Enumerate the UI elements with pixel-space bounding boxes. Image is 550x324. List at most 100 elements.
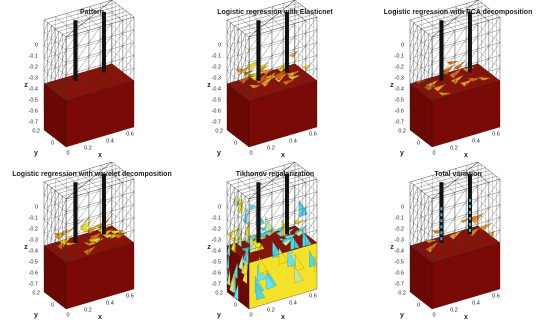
- mesh-line: [413, 213, 418, 224]
- mesh-line: [470, 161, 479, 169]
- z-tick-label: -0.2: [395, 226, 404, 232]
- mesh-line: [260, 81, 272, 98]
- mesh-line: [477, 233, 489, 250]
- x-tick-label: 0: [432, 150, 435, 156]
- mesh-line: [111, 207, 123, 225]
- y-tick-label: 0.2: [32, 128, 40, 134]
- patch: [446, 61, 459, 65]
- mesh-line: [420, 206, 425, 217]
- patch: [454, 59, 467, 70]
- mesh-line: [294, 25, 318, 43]
- mesh-line: [47, 213, 52, 224]
- mesh-line: [447, 18, 456, 25]
- z-tick-label: -0.2: [395, 64, 404, 70]
- mesh-line: [428, 237, 433, 248]
- mesh-line: [443, 230, 455, 247]
- z-axis-label: z: [390, 244, 394, 251]
- z-tick-label: -0.4: [212, 86, 221, 92]
- mesh-line: [51, 41, 56, 52]
- mesh-line: [111, 200, 135, 218]
- mesh-line: [477, 50, 501, 69]
- mesh-line: [294, 20, 306, 37]
- mesh-line: [454, 52, 467, 69]
- mesh-line: [226, 48, 231, 59]
- mesh-line: [477, 58, 489, 75]
- mesh-line: [237, 218, 242, 229]
- mesh-line: [54, 244, 59, 255]
- mesh-line: [43, 0, 113, 21]
- mesh-line: [226, 61, 231, 72]
- mesh-line: [420, 193, 425, 204]
- mesh-line: [477, 161, 501, 180]
- mesh-line: [488, 217, 501, 234]
- z-tick-label: 0: [218, 204, 221, 210]
- mesh-line: [77, 192, 89, 209]
- mesh-line: [477, 71, 489, 88]
- mesh-line: [431, 84, 444, 101]
- mesh-line: [428, 224, 433, 235]
- mesh-line: [47, 63, 52, 74]
- mesh-line: [305, 55, 318, 72]
- x-tick-label: 0.6: [126, 293, 134, 299]
- mesh-line: [294, 50, 318, 69]
- patch: [274, 69, 288, 81]
- y-tick-label: 0: [51, 302, 54, 308]
- z-tick-label: -0.5: [29, 97, 38, 103]
- z-tick-label: -0.4: [29, 86, 38, 92]
- mesh-line: [43, 25, 113, 46]
- x-tick-label: 0: [66, 150, 69, 156]
- mesh-line: [477, 0, 501, 18]
- mesh-line: [248, 30, 257, 38]
- mesh-line: [424, 247, 429, 258]
- mesh-line: [47, 51, 52, 62]
- mesh-line: [477, 200, 501, 218]
- patch: [449, 68, 462, 79]
- mesh-line: [111, 212, 135, 231]
- mesh-line: [88, 214, 101, 231]
- z-tick-label: -0.4: [29, 248, 38, 254]
- mesh-line: [111, 220, 123, 237]
- z-tick-label: -0.1: [395, 215, 404, 221]
- z-tick-label: 0: [35, 204, 38, 210]
- mesh-line: [462, 6, 471, 13]
- patch: [281, 79, 295, 86]
- mesh-line: [111, 195, 123, 212]
- mesh-line: [54, 218, 59, 229]
- panel-title: Tikhonov regalarization: [236, 171, 314, 178]
- mesh-line: [413, 51, 418, 62]
- y-tick-label: 0.2: [32, 290, 40, 296]
- mesh-line: [454, 12, 463, 19]
- mesh-line: [294, 187, 318, 205]
- y-axis-label: y: [217, 150, 221, 157]
- mesh-line: [122, 29, 135, 46]
- x-tick-label: 0.4: [472, 138, 480, 144]
- mesh-line: [226, 225, 296, 246]
- mesh-line: [248, 84, 261, 101]
- mesh-line: [62, 237, 67, 248]
- mesh-line: [417, 28, 422, 39]
- mesh-line: [62, 62, 67, 73]
- mesh-line: [230, 225, 235, 236]
- mesh-line: [294, 38, 318, 56]
- mesh-line: [417, 41, 422, 52]
- mesh-line: [428, 62, 433, 73]
- mesh-line: [477, 174, 501, 192]
- mesh-line: [420, 69, 425, 80]
- mesh-line: [413, 225, 418, 236]
- mesh-line: [431, 192, 440, 200]
- mesh-line: [420, 82, 425, 93]
- x-axis-label: x: [281, 152, 285, 159]
- panel: Logistic regression with Elasticnet 0 -0.1…: [207, 0, 333, 159]
- mesh-line: [88, 12, 97, 19]
- x-tick-label: 0.2: [267, 307, 275, 313]
- mesh-line: [241, 234, 246, 245]
- panel-title: Pattern: [80, 9, 104, 16]
- mesh-line: [230, 238, 235, 249]
- z-tick-label: -0.5: [212, 259, 221, 265]
- mesh-line: [409, 235, 414, 246]
- mesh-line: [58, 34, 63, 45]
- mesh-line: [54, 31, 59, 42]
- mesh-line: [99, 74, 112, 91]
- mesh-line: [488, 29, 501, 46]
